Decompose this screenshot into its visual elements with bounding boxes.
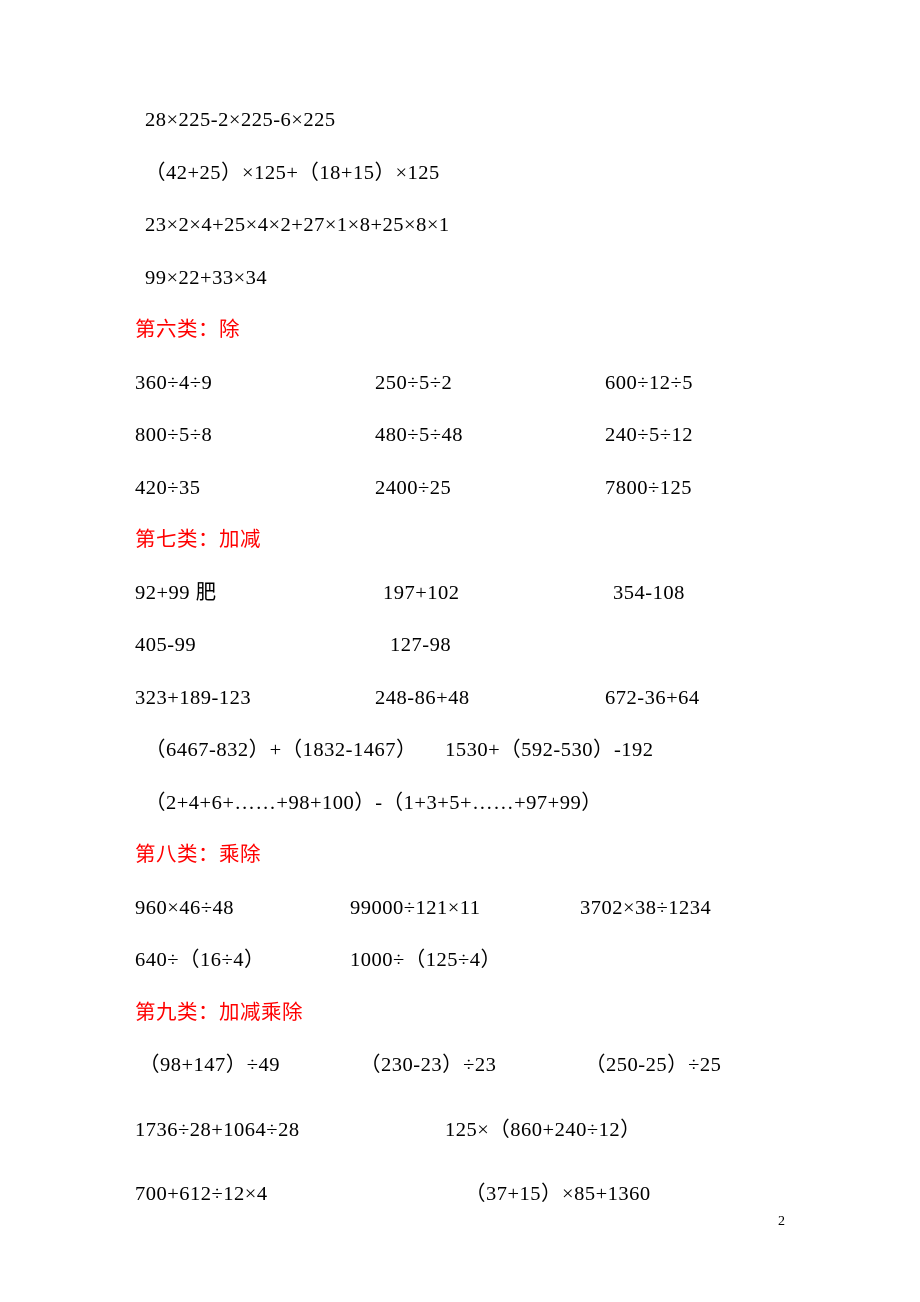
cell: 405-99 — [135, 635, 390, 656]
intro-line-2: （42+25）×125+（18+15）×125 — [135, 163, 785, 184]
cell: 420÷35 — [135, 478, 375, 499]
cell: 323+189-123 — [135, 688, 375, 709]
page-number: 2 — [778, 1214, 785, 1230]
cell: 125×（860+240÷12） — [445, 1120, 641, 1141]
intro-line-4: 99×22+33×34 — [135, 268, 785, 289]
section-9-heading: 第九类：加减乘除 — [135, 1003, 785, 1024]
cell: 3702×38÷1234 — [580, 898, 711, 919]
cell: （230-23）÷23 — [360, 1055, 585, 1076]
section-7-row-5: （2+4+6+……+98+100）-（1+3+5+……+97+99） — [135, 793, 785, 814]
cell: （37+15）×85+1360 — [465, 1184, 651, 1205]
section-6-row-2: 800÷5÷8 480÷5÷48 240÷5÷12 — [135, 425, 785, 446]
cell: 480÷5÷48 — [375, 425, 605, 446]
cell: （250-25）÷25 — [585, 1055, 721, 1076]
cell: 7800÷125 — [605, 478, 692, 499]
cell: 800÷5÷8 — [135, 425, 375, 446]
cell: 250÷5÷2 — [375, 373, 605, 394]
section-7-row-3: 323+189-123 248-86+48 672-36+64 — [135, 688, 785, 709]
section-9-row-3: 700+612÷12×4 （37+15）×85+1360 — [135, 1184, 785, 1205]
section-8-heading: 第八类：乘除 — [135, 845, 785, 866]
cell: 2400÷25 — [375, 478, 605, 499]
cell: 127-98 — [390, 635, 451, 656]
cell: 640÷（16÷4） — [135, 950, 350, 971]
cell: 960×46÷48 — [135, 898, 350, 919]
cell: 99000÷121×11 — [350, 898, 580, 919]
cell: 360÷4÷9 — [135, 373, 375, 394]
section-6-row-1: 360÷4÷9 250÷5÷2 600÷12÷5 — [135, 373, 785, 394]
section-7-row-1: 92+99 肥 197+102 354-108 — [135, 583, 785, 604]
section-6-heading: 第六类：除 — [135, 320, 785, 341]
section-8-row-1: 960×46÷48 99000÷121×11 3702×38÷1234 — [135, 898, 785, 919]
section-7-row-2: 405-99 127-98 — [135, 635, 785, 656]
cell: 197+102 — [383, 583, 613, 604]
cell: 672-36+64 — [605, 688, 700, 709]
cell: 354-108 — [613, 583, 685, 604]
section-9-row-2: 1736÷28+1064÷28 125×（860+240÷12） — [135, 1120, 785, 1141]
cell: 1000÷（125÷4） — [350, 950, 502, 971]
cell: 92+99 肥 — [135, 583, 383, 604]
section-7-row-4: （6467-832）+（1832-1467） 1530+（592-530）-19… — [135, 740, 785, 761]
section-9-row-1: （98+147）÷49 （230-23）÷23 （250-25）÷25 — [135, 1055, 785, 1076]
cell: 1736÷28+1064÷28 — [135, 1120, 445, 1141]
intro-line-3: 23×2×4+25×4×2+27×1×8+25×8×1 — [135, 215, 785, 236]
cell: 248-86+48 — [375, 688, 605, 709]
section-8-row-2: 640÷（16÷4） 1000÷（125÷4） — [135, 950, 785, 971]
cell: 600÷12÷5 — [605, 373, 693, 394]
cell: 700+612÷12×4 — [135, 1184, 465, 1205]
intro-line-1: 28×225-2×225-6×225 — [135, 110, 785, 131]
cell: （98+147）÷49 — [135, 1055, 360, 1076]
section-6-row-3: 420÷35 2400÷25 7800÷125 — [135, 478, 785, 499]
section-7-heading: 第七类：加减 — [135, 530, 785, 551]
cell: 240÷5÷12 — [605, 425, 693, 446]
document-page: 28×225-2×225-6×225 （42+25）×125+（18+15）×1… — [0, 0, 920, 1205]
